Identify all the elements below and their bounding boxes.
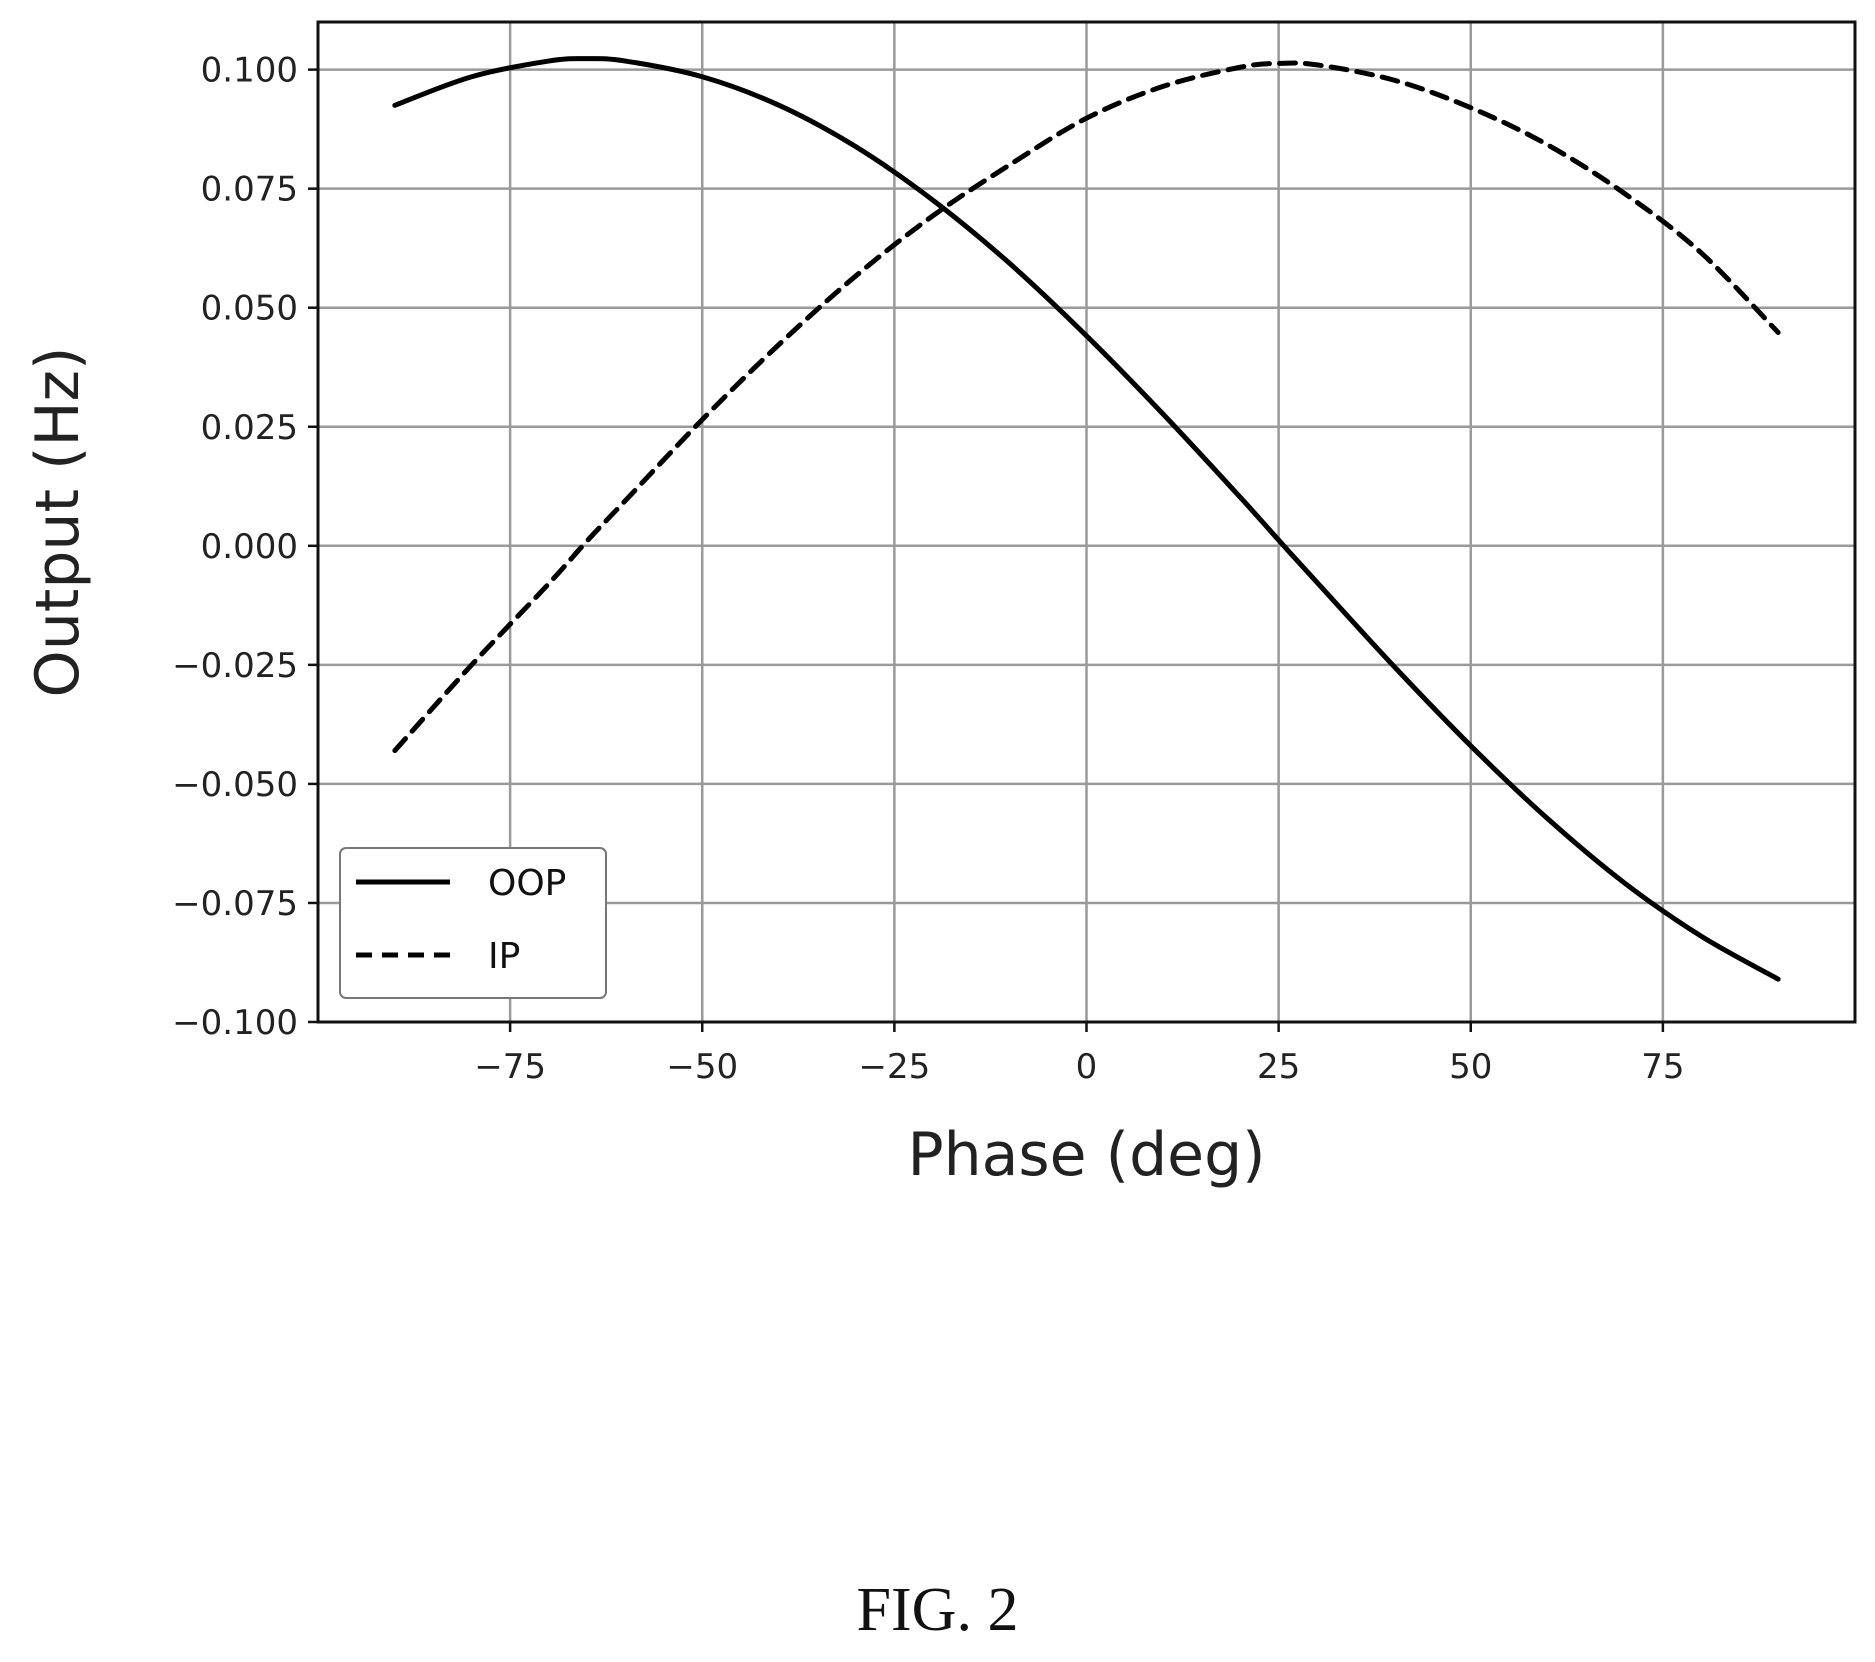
x-tick-label: 0 <box>1076 1047 1098 1087</box>
x-axis-title: Phase (deg) <box>907 1120 1265 1190</box>
y-tick-label: 0.050 <box>201 289 298 329</box>
y-tick-label: 0.025 <box>201 408 298 448</box>
x-tick-label: 75 <box>1641 1047 1684 1087</box>
ticks: −75 −50 −25 0 25 50 75 0.100 0.075 0.050 0.025 0.00… <box>172 51 1684 1087</box>
y-tick-label: −0.100 <box>172 1003 298 1043</box>
x-tick-label: −50 <box>666 1047 738 1087</box>
grid <box>318 22 1855 1024</box>
legend-label-ip: IP <box>488 936 520 977</box>
x-tick-label: 50 <box>1449 1047 1492 1087</box>
y-tick-label: −0.025 <box>172 646 298 686</box>
y-tick-label: 0.000 <box>201 527 298 567</box>
x-tick-label: −75 <box>474 1047 546 1087</box>
series-line-oop <box>392 56 1781 982</box>
figure-caption: FIG. 2 <box>856 1576 1019 1644</box>
x-tick-label: 25 <box>1257 1047 1300 1087</box>
series-line-ip <box>392 60 1781 754</box>
series-layer <box>392 56 1781 982</box>
y-axis-title: Output (Hz) <box>23 347 93 698</box>
y-tick-label: −0.050 <box>172 765 298 805</box>
y-tick-label: 0.100 <box>201 51 298 91</box>
legend-label-oop: OOP <box>488 863 566 904</box>
legend-box <box>339 847 607 999</box>
y-tick-label: 0.075 <box>201 170 298 210</box>
legend: OOP IP <box>339 847 607 999</box>
x-tick-label: −25 <box>858 1047 930 1087</box>
y-tick-label: −0.075 <box>172 884 298 924</box>
